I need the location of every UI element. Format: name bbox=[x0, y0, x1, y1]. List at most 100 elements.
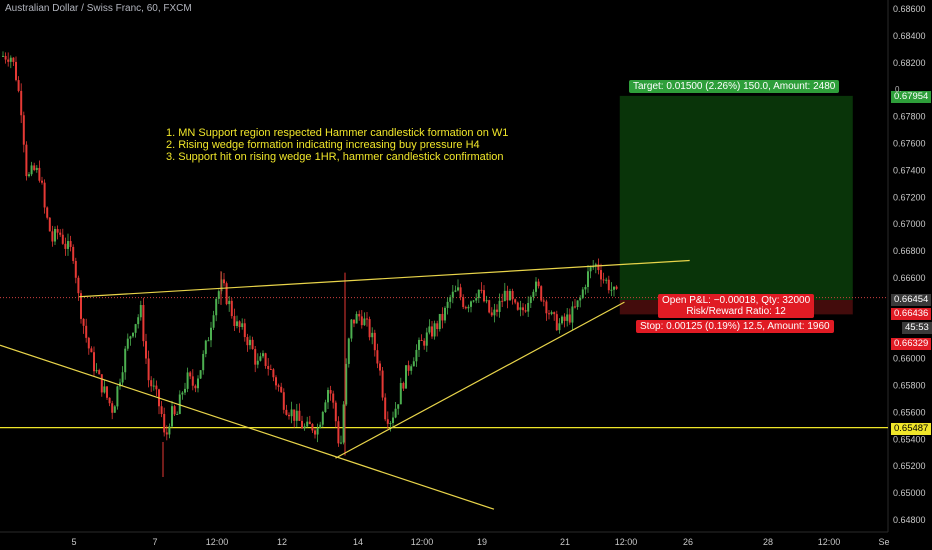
candle-body bbox=[420, 339, 423, 341]
candle-body bbox=[324, 402, 327, 412]
y-tick-label: 0.66800 bbox=[893, 246, 926, 256]
candle-body bbox=[77, 277, 80, 294]
candle-body bbox=[371, 332, 374, 338]
candle-body bbox=[537, 281, 540, 287]
y-tick-label: 0.65800 bbox=[893, 381, 926, 391]
candle-body bbox=[555, 314, 558, 331]
candle-body bbox=[233, 316, 236, 326]
candle-body bbox=[298, 410, 301, 421]
candle-body bbox=[402, 383, 405, 389]
y-tick-label: 0.65200 bbox=[893, 461, 926, 471]
candle-body bbox=[54, 228, 56, 242]
candle-body bbox=[363, 318, 366, 326]
y-tick-label: 0.65600 bbox=[893, 407, 926, 417]
pnl-box[interactable]: Open P&L: −0.00018, Qty: 32000 Risk/Rewa… bbox=[658, 294, 815, 318]
candle-body bbox=[243, 323, 246, 338]
candle-body bbox=[308, 421, 311, 425]
candle-body bbox=[350, 319, 353, 339]
candle-body bbox=[379, 363, 381, 371]
partial-price-label: 0. bbox=[895, 85, 902, 94]
candle-body bbox=[496, 309, 498, 312]
candle-body bbox=[272, 369, 275, 378]
candle-body bbox=[59, 232, 62, 235]
candle-body bbox=[139, 305, 142, 318]
candle-body bbox=[184, 388, 186, 393]
candle-body bbox=[540, 286, 543, 301]
candle-body bbox=[285, 409, 288, 415]
candle-body bbox=[457, 287, 459, 291]
candle-body bbox=[566, 314, 569, 321]
candle-body bbox=[46, 207, 49, 218]
candle-body bbox=[327, 390, 329, 403]
candle-body bbox=[386, 419, 389, 424]
candle-body bbox=[353, 319, 355, 324]
x-tick-label: 19 bbox=[477, 537, 487, 547]
candle-body bbox=[571, 306, 574, 323]
y-tick-label: 0.66000 bbox=[893, 354, 926, 364]
candle-body bbox=[142, 305, 145, 342]
candle-body bbox=[394, 408, 397, 418]
target-label[interactable]: Target: 0.01500 (2.26%) 150.0, Amount: 2… bbox=[629, 80, 840, 93]
candle-body bbox=[82, 318, 85, 326]
candle-body bbox=[90, 348, 93, 353]
x-tick-label: Se bbox=[878, 537, 889, 547]
candle-body bbox=[464, 307, 467, 309]
candle-body bbox=[181, 392, 184, 395]
candle-body bbox=[28, 174, 30, 177]
candle-body bbox=[2, 55, 4, 57]
y-tick-label: 0.67200 bbox=[893, 192, 926, 202]
candle-body bbox=[275, 377, 277, 386]
candle-body bbox=[51, 231, 54, 242]
candle-body bbox=[108, 397, 111, 404]
candle-body bbox=[321, 411, 324, 425]
candle-body bbox=[319, 424, 322, 428]
candle-body bbox=[93, 352, 95, 372]
candle-body bbox=[113, 406, 116, 413]
candle-body bbox=[511, 291, 514, 300]
candle-body bbox=[532, 291, 535, 298]
candle-body bbox=[477, 289, 480, 299]
candle-body bbox=[9, 57, 12, 62]
candle-body bbox=[119, 382, 121, 387]
candle-body bbox=[254, 349, 257, 365]
candle-body bbox=[103, 386, 106, 393]
candle-body bbox=[545, 301, 548, 314]
candle-body bbox=[498, 300, 501, 312]
candle-body bbox=[467, 306, 470, 309]
candle-body bbox=[425, 332, 428, 346]
candle-body bbox=[30, 165, 33, 175]
candle-body bbox=[197, 378, 199, 389]
candle-body bbox=[438, 313, 441, 330]
candle-body bbox=[48, 217, 51, 232]
candle-body bbox=[160, 406, 163, 414]
stop-price-tag: 0.66329 bbox=[891, 338, 932, 350]
candle-body bbox=[542, 300, 545, 302]
candle-body bbox=[194, 385, 197, 389]
candle-body bbox=[529, 297, 532, 303]
candle-body bbox=[384, 397, 387, 420]
candle-body bbox=[368, 319, 371, 338]
trendline-2 bbox=[79, 259, 690, 298]
candle-body bbox=[454, 290, 457, 292]
y-tick-label: 0.65000 bbox=[893, 488, 926, 498]
candle-body bbox=[490, 312, 493, 316]
candle-body bbox=[509, 291, 511, 301]
candle-body bbox=[522, 307, 524, 311]
candle-body bbox=[503, 290, 506, 302]
candle-body bbox=[20, 90, 23, 116]
candle-body bbox=[462, 297, 465, 308]
note-1: 1. MN Support region respected Hammer ca… bbox=[166, 127, 509, 139]
candle-body bbox=[576, 300, 579, 308]
candle-body bbox=[548, 313, 550, 315]
candle-body bbox=[111, 403, 114, 413]
candle-body bbox=[74, 260, 77, 278]
candle-body bbox=[605, 279, 608, 281]
candle-body bbox=[246, 337, 249, 346]
stop-label[interactable]: Stop: 0.00125 (0.19%) 12.5, Amount: 1960 bbox=[636, 320, 834, 333]
candle-body bbox=[376, 350, 379, 364]
candle-body bbox=[347, 338, 350, 364]
candle-body bbox=[579, 297, 582, 301]
candle-body bbox=[238, 321, 241, 328]
candle-body bbox=[493, 309, 496, 316]
